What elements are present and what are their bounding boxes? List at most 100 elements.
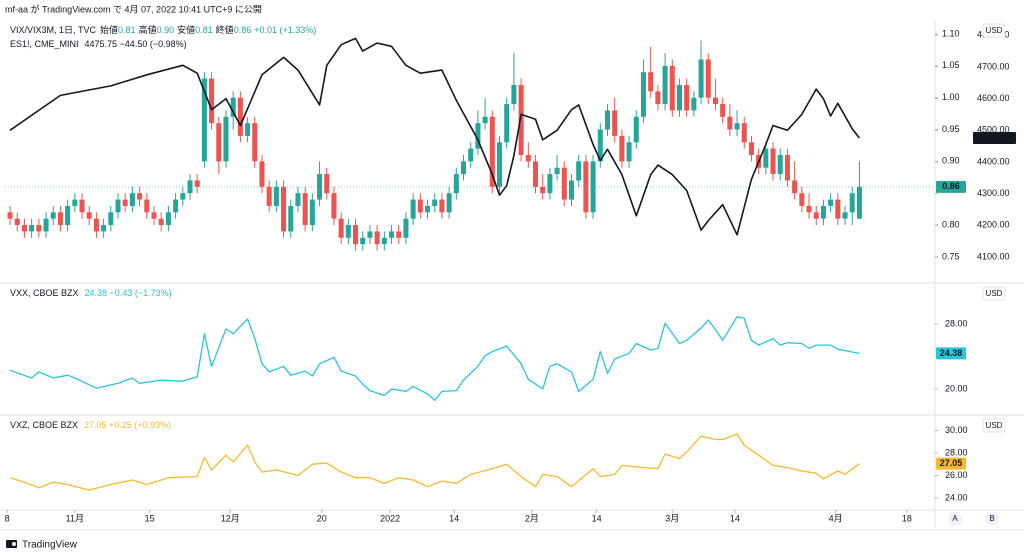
legend: VXZ, CBOE BZX 27.05 +0.25 (+0.93%) <box>10 420 171 430</box>
auto-scale-button[interactable] <box>948 512 962 526</box>
candle-body <box>698 59 704 98</box>
candle-body <box>209 78 215 124</box>
legend-name: VXX, CBOE BZX <box>10 288 79 298</box>
candle-body <box>50 212 56 219</box>
legend-ohlc-value: 0.81 <box>118 25 136 35</box>
legend: ES1!, CME_MINI 4475.75 −44.50 (−0.98%) <box>10 39 187 49</box>
y-tick-label: 4600.00 <box>977 93 1010 103</box>
y-tick-label: 0.80 <box>942 219 960 229</box>
candle-body <box>626 142 632 162</box>
candle-body <box>576 161 582 181</box>
y-tick-label: 28.00 <box>945 318 968 328</box>
candle-body <box>281 186 287 232</box>
candle-body <box>691 97 697 111</box>
x-tick-label: 15 <box>145 513 155 523</box>
candle-body <box>525 155 531 162</box>
candle-body <box>151 212 157 219</box>
candle-body <box>820 205 826 219</box>
last-value-label: 27.05 <box>940 458 963 468</box>
candle-body <box>475 123 481 149</box>
candle-body <box>14 218 20 226</box>
candle-body <box>101 225 107 232</box>
x-tick-label: 8 <box>5 513 10 523</box>
candle-body <box>345 225 351 238</box>
candle-body <box>561 167 567 200</box>
unit-box <box>982 286 1006 301</box>
candle-body <box>259 161 265 187</box>
candle-body <box>532 161 539 187</box>
candle-body <box>331 193 337 219</box>
unit-box <box>982 23 1006 38</box>
candle-body <box>669 65 675 111</box>
legend-ohlc-value: 0.90 <box>157 25 175 35</box>
legend-name: ES1!, CME_MINI <box>10 39 79 49</box>
x-tick-label: 11月 <box>66 513 84 523</box>
candle-body <box>648 72 654 92</box>
candle-body <box>597 129 603 162</box>
candle-body <box>583 161 589 213</box>
legend-change: +0.01 (+1.33%) <box>254 25 316 35</box>
legend-ohlc-value: 0.81 <box>195 25 213 35</box>
candle-body <box>180 193 186 200</box>
candle-body <box>777 155 783 175</box>
candle-body <box>496 142 503 187</box>
candle-body <box>410 199 416 219</box>
candle-body <box>173 199 179 213</box>
candle-body <box>828 199 834 206</box>
candle-body <box>482 116 488 124</box>
candle-body <box>194 180 200 187</box>
candle-body <box>504 104 510 143</box>
candle-body <box>367 231 373 238</box>
candle-body <box>540 186 546 194</box>
log-scale-button[interactable] <box>985 512 999 526</box>
candle-body <box>309 199 315 226</box>
candle-body <box>187 180 193 194</box>
y-tick-label: 1.00 <box>942 92 960 102</box>
y-tick-label: 1.05 <box>942 60 960 70</box>
y-tick-label: 4100.00 <box>977 251 1010 261</box>
candle-body <box>115 199 121 213</box>
candle-body <box>842 212 848 219</box>
candle-body <box>705 59 711 98</box>
last-value-label-box <box>936 347 966 360</box>
y-tick-label: 4300.00 <box>977 188 1010 198</box>
candle-body <box>129 193 135 206</box>
candle-body <box>813 212 819 219</box>
candle-body <box>324 174 330 194</box>
candle-body <box>432 199 438 206</box>
y-tick-label: 0.95 <box>942 124 960 134</box>
candle-body <box>122 199 128 206</box>
legend-value: 27.05 +0.25 (+0.93%) <box>84 420 171 430</box>
candle-body <box>43 218 49 232</box>
candle-body <box>72 199 78 206</box>
y-tick-label: 4200.00 <box>977 220 1010 230</box>
candle-body <box>403 218 409 238</box>
candle-body <box>835 199 841 219</box>
candle-body <box>453 174 459 194</box>
legend-ohlc-label: 高値 <box>139 24 157 35</box>
candle-body <box>288 205 294 232</box>
candle-body <box>201 78 207 162</box>
candle-body <box>137 193 143 200</box>
candle-body <box>353 225 359 245</box>
y-tick-label: 4500.00 <box>977 125 1010 135</box>
candle-body <box>784 155 790 181</box>
candle-body <box>317 174 323 200</box>
candle-body <box>662 65 668 105</box>
candle-body <box>806 205 812 213</box>
candle-body <box>216 123 222 162</box>
last-value-label-box <box>936 180 966 193</box>
last-value-label: 4475.75 <box>978 132 1011 142</box>
candle-body <box>417 199 423 213</box>
candle-body <box>741 123 747 143</box>
candle-body <box>381 237 387 245</box>
candle-body <box>295 193 301 206</box>
candle-body <box>86 212 92 219</box>
legend-name: VXZ, CBOE BZX <box>10 420 78 430</box>
unit-box <box>982 418 1006 433</box>
candle-body <box>29 225 35 232</box>
candle-body <box>468 148 474 162</box>
candle-body <box>230 97 236 117</box>
x-tick-label: 4月 <box>829 513 843 523</box>
